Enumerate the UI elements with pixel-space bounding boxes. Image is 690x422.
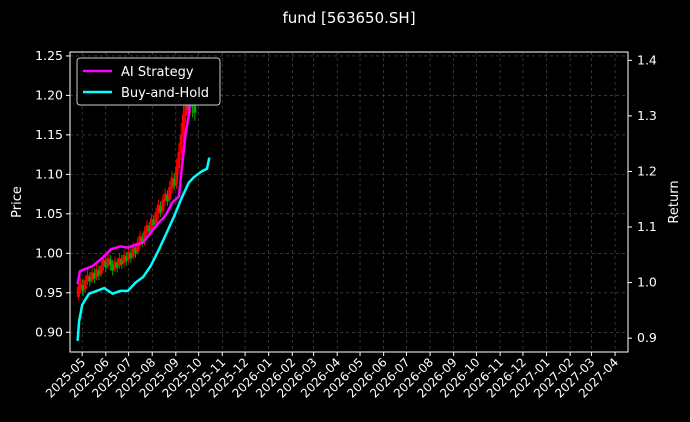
candle-body: [163, 193, 167, 202]
candle-body: [120, 259, 124, 265]
candle-body: [133, 248, 137, 254]
y-tick-label: 1.05: [35, 206, 63, 221]
candle-body: [140, 237, 144, 243]
candle-body: [101, 259, 105, 266]
y-tick-label: 1.10: [35, 166, 63, 181]
candle-body: [138, 235, 142, 244]
candle-body: [99, 265, 103, 274]
y-tick-label: 0.90: [35, 324, 63, 339]
series-line-buy-and-hold: [76, 157, 211, 341]
candle-body: [127, 251, 131, 260]
candle-body: [92, 273, 96, 279]
y-tick-label: 1.25: [35, 48, 63, 63]
candle-body: [179, 134, 183, 154]
series-line-ai-strategy: [76, 65, 197, 285]
legend-label-ai-strategy: AI Strategy: [121, 65, 194, 80]
candle-body: [76, 286, 80, 297]
candle-body: [88, 277, 92, 282]
candle-body: [83, 280, 87, 289]
candle-body: [149, 218, 153, 230]
y2-tick-label: 0.9: [637, 330, 657, 345]
y2-tick-label: 1.1: [637, 219, 657, 234]
candle-body: [159, 205, 163, 213]
candle-body: [86, 275, 90, 281]
candle-body: [81, 284, 85, 292]
candle-body: [106, 258, 110, 266]
candle-body: [136, 242, 140, 252]
candle-body: [168, 187, 172, 200]
candle-body: [154, 212, 158, 224]
candle-body: [161, 199, 165, 211]
plot-frame: [69, 51, 629, 353]
candle-body: [95, 269, 99, 277]
y2-tick-label: 1.2: [637, 163, 657, 178]
candle-body: [145, 224, 149, 233]
y2-axis-label: Return: [667, 180, 682, 223]
candle-body: [113, 261, 117, 270]
y-axis-label: Price: [10, 186, 25, 218]
candle-body: [181, 114, 185, 137]
candle-body: [97, 270, 101, 276]
right-y-axis: 0.9 1.0 1.1 1.2 1.3 1.4: [628, 52, 657, 345]
legend: AI Strategy Buy-and-Hold: [76, 57, 221, 106]
y-tick-label: 1.20: [35, 87, 63, 102]
candle-body: [90, 272, 94, 281]
candle-body: [108, 259, 112, 265]
candle-body: [147, 226, 151, 232]
candle-body: [129, 253, 133, 259]
y2-tick-label: 1.4: [637, 52, 657, 67]
candle-body: [143, 231, 147, 241]
y2-tick-label: 1.3: [637, 108, 657, 123]
line-series-group: [76, 65, 211, 341]
y-tick-label: 0.95: [35, 285, 63, 300]
y-tick-label: 1.15: [35, 127, 63, 142]
candle-body: [156, 204, 160, 214]
candle-body: [122, 254, 126, 263]
candle-body: [193, 101, 197, 113]
candle-body: [177, 152, 181, 169]
candle-body: [115, 262, 119, 268]
candle-body: [124, 256, 128, 262]
candle-body: [104, 261, 108, 268]
candle-body: [152, 220, 156, 225]
y2-tick-label: 1.0: [637, 275, 657, 290]
candle-body: [111, 264, 115, 271]
candle-body: [131, 247, 135, 257]
chart-title: fund [563650.SH]: [282, 9, 415, 27]
candle-body: [165, 194, 169, 202]
candle-body: [117, 258, 121, 266]
candle-body: [79, 283, 83, 289]
legend-label-buy-and-hold: Buy-and-Hold: [121, 86, 209, 101]
candle-body: [175, 166, 179, 184]
y-tick-label: 1.00: [35, 245, 63, 260]
left-y-axis: 0.90 0.95 1.00 1.05 1.10 1.15 1.20 1.25: [35, 48, 70, 339]
candle-body: [172, 179, 176, 186]
candle-body: [170, 177, 174, 189]
candle-body: [184, 95, 188, 116]
legend-box: [76, 57, 221, 106]
